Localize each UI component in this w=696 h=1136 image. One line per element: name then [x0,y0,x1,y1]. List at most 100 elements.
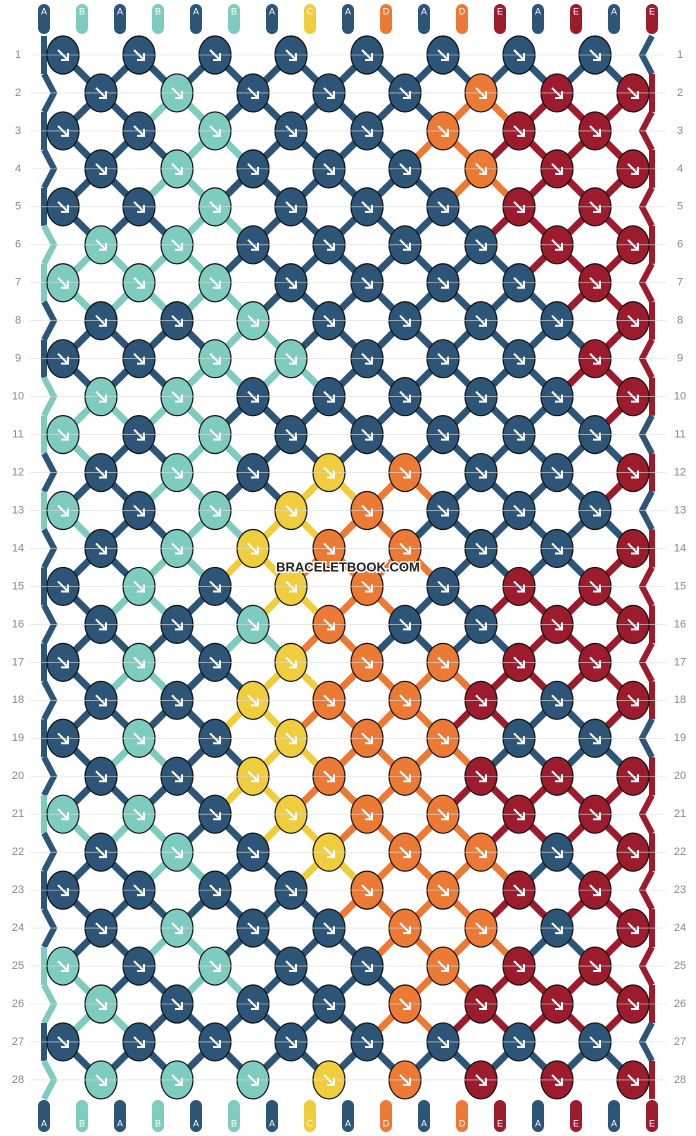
string-tag [152,1100,164,1132]
bottom-label: A [41,1118,47,1128]
row-number: 14 [674,542,686,554]
top-label: C [307,6,314,16]
top-label: B [155,6,161,16]
string-tag [190,1100,202,1132]
string-tag [38,1100,50,1132]
top-label: D [383,6,390,16]
row-number: 16 [674,618,686,630]
row-number: 2 [677,87,683,99]
top-label: B [79,6,85,16]
row-number: 6 [677,239,683,251]
row-number: 12 [12,466,24,478]
string-tag [114,1100,126,1132]
watermark: BRACELETBOOK.COM [276,559,420,574]
string-tag [38,4,50,34]
top-label: B [231,6,237,16]
string-tag [304,1100,316,1132]
row-number: 20 [674,770,686,782]
string-tag [228,1100,240,1132]
row-number: 10 [12,391,24,403]
row-number: 23 [12,884,24,896]
string-tag [266,1100,278,1132]
top-label: A [345,6,351,16]
string-tag [494,4,506,34]
row-number: 28 [674,1074,686,1086]
bottom-label: A [193,1118,199,1128]
top-label: E [497,6,503,16]
labels: A B A B A B A C A D A D E A E A EA B A B A B A C A D A D E A E A E1 12 23 3… [12,4,686,1132]
row-number: 2 [15,87,21,99]
row-number: 5 [677,201,683,213]
row-number: 22 [674,846,686,858]
bottom-label: A [421,1118,427,1128]
row-number: 7 [15,277,21,289]
row-number: 4 [677,163,683,175]
bottom-label: A [345,1118,351,1128]
row-number: 8 [15,315,21,327]
string-tag [342,1100,354,1132]
row-number: 21 [12,808,24,820]
top-label: E [649,6,655,16]
row-number: 19 [674,732,686,744]
row-number: 6 [15,239,21,251]
top-label: E [573,6,579,16]
bottom-label: E [573,1118,579,1128]
row-number: 1 [15,49,21,61]
row-number: 4 [15,163,21,175]
row-number: 25 [12,960,24,972]
top-label: D [459,6,466,16]
row-number: 21 [674,808,686,820]
bottom-label: E [649,1118,655,1128]
top-label: A [421,6,427,16]
string-tag [76,1100,88,1132]
row-number: 8 [677,315,683,327]
string-tag [646,4,658,34]
row-number: 10 [674,391,686,403]
string-tag [190,4,202,34]
bottom-label: D [383,1118,390,1128]
string-tag [342,4,354,34]
string-tag [228,4,240,34]
row-number: 17 [674,656,686,668]
row-number: 13 [12,504,24,516]
row-number: 26 [12,998,24,1010]
string-tag [608,4,620,34]
string-tag [532,1100,544,1132]
row-number: 11 [674,429,685,441]
string-tag [494,1100,506,1132]
bottom-label: C [307,1118,314,1128]
top-label: A [269,6,275,16]
string-tag [646,1100,658,1132]
bottom-label: D [459,1118,466,1128]
string-tag [114,4,126,34]
bottom-label: E [497,1118,503,1128]
string-tag [532,4,544,34]
row-number: 3 [677,125,683,137]
string-tag [304,4,316,34]
row-number: 11 [12,429,23,441]
row-number: 17 [12,656,24,668]
row-number: 23 [674,884,686,896]
row-number: 3 [15,125,21,137]
row-number: 24 [674,922,686,934]
top-label: A [611,6,617,16]
bottom-label: A [611,1118,617,1128]
top-label: A [535,6,541,16]
bottom-label: A [269,1118,275,1128]
row-number: 7 [677,277,683,289]
string-tag [152,4,164,34]
top-label: A [193,6,199,16]
string-tag [418,4,430,34]
row-number: 15 [674,580,686,592]
string-tag [608,1100,620,1132]
row-number: 20 [12,770,24,782]
row-number: 19 [12,732,24,744]
row-number: 12 [674,466,686,478]
bottom-label: B [231,1118,237,1128]
row-number: 15 [12,580,24,592]
top-label: A [41,6,47,16]
row-number: 26 [674,998,686,1010]
bottom-label: B [79,1118,85,1128]
string-tag [380,1100,392,1132]
row-number: 28 [12,1074,24,1086]
